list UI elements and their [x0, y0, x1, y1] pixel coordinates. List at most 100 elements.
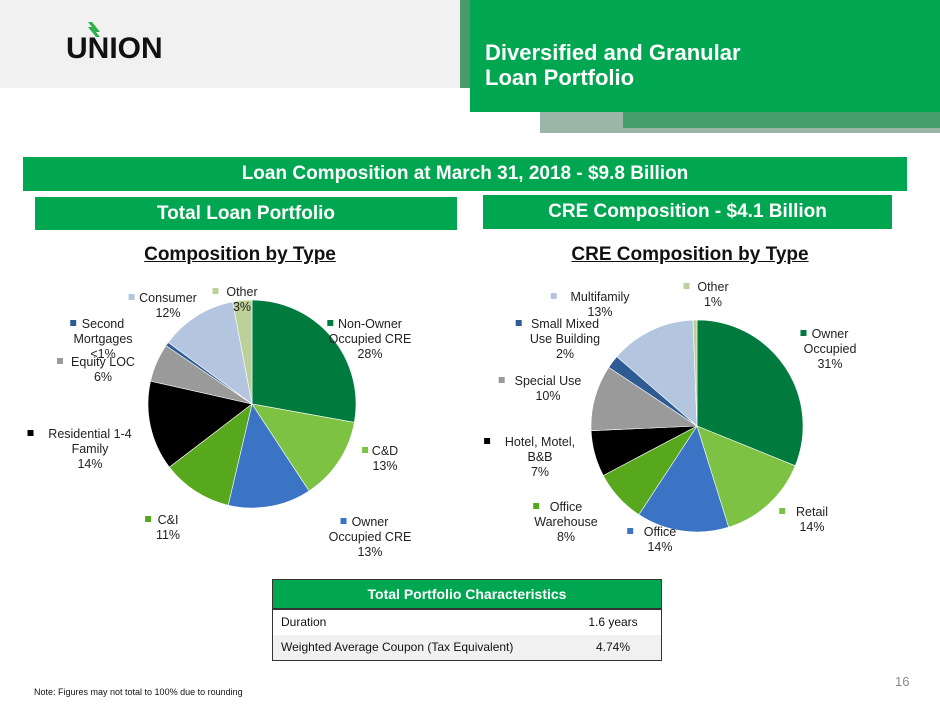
chart-title-right: CRE Composition by Type: [571, 244, 809, 265]
slice-percent-label: 14%: [77, 457, 102, 471]
slice-label: Family: [72, 442, 110, 456]
slice-label: Non-Owner: [338, 317, 402, 331]
slice-label: Hotel, Motel,: [505, 435, 575, 449]
slice-label: Occupied CRE: [329, 332, 412, 346]
loan-composition-banner: Loan Composition at March 31, 2018 - $9.…: [23, 157, 907, 191]
table-header: Total Portfolio Characteristics: [273, 580, 661, 610]
page-title: Diversified and Granular Loan Portfolio: [485, 40, 741, 90]
legend-marker: [550, 293, 557, 299]
slice-percent-label: 6%: [94, 370, 112, 384]
slice-percent-label: 10%: [535, 389, 560, 403]
slice-percent-label: 13%: [587, 305, 612, 319]
legend-marker: [27, 430, 34, 436]
slice-percent-label: 28%: [357, 347, 382, 361]
slice-label: Small Mixed: [531, 317, 599, 331]
legend-marker: [498, 377, 505, 383]
title-line-2: Loan Portfolio: [485, 65, 635, 90]
total-loan-portfolio-banner: Total Loan Portfolio: [35, 197, 457, 230]
slice-label: Office: [644, 525, 676, 539]
decor-bar: [623, 108, 940, 128]
pie-slice: [227, 403, 310, 509]
logo-text: UNION: [66, 32, 163, 65]
table-row: Weighted Average Coupon (Tax Equivalent)…: [273, 635, 661, 660]
slice-percent-label: 7%: [531, 465, 549, 479]
slice-label: Second: [82, 317, 124, 331]
slice-percent-label: 31%: [817, 357, 842, 371]
chart-title-left: Composition by Type: [144, 244, 336, 265]
slice-label: Owner: [812, 327, 849, 341]
slice-label: B&B: [527, 450, 552, 464]
portfolio-characteristics-table: Total Portfolio Characteristics Duration…: [272, 579, 662, 661]
legend-marker: [128, 294, 135, 300]
slice-percent-label: 3%: [233, 300, 251, 314]
slice-percent-label: 13%: [372, 459, 397, 473]
pie-slice: [232, 299, 253, 405]
legend-marker: [484, 438, 491, 444]
row-label: Duration: [281, 615, 327, 629]
pie-slice: [251, 299, 357, 423]
pie-slice: [696, 425, 796, 528]
footnote: Note: Figures may not total to 100% due …: [34, 687, 243, 697]
row-value: 1.6 years: [588, 615, 638, 629]
slice-label: Occupied CRE: [329, 530, 412, 544]
row-label: Weighted Average Coupon (Tax Equivalent): [281, 640, 514, 654]
slice-label: Equity LOC: [71, 355, 135, 369]
cre-composition-banner: CRE Composition - $4.1 Billion: [483, 195, 892, 229]
row-value: 4.74%: [595, 640, 631, 654]
legend-marker: [779, 508, 786, 514]
legend-marker: [515, 320, 522, 326]
table-row: Duration 1.6 years: [273, 610, 661, 635]
slice-percent-label: <1%: [90, 347, 115, 361]
slice-percent-label: 11%: [156, 528, 180, 542]
legend-marker: [362, 447, 369, 453]
slice-label: Retail: [796, 505, 828, 519]
pie-slice: [251, 403, 355, 492]
pie-slice: [147, 380, 253, 468]
decor-bar: [460, 0, 472, 88]
legend-marker: [145, 516, 152, 522]
union-logo: UNION: [66, 22, 176, 68]
slice-label: Owner: [352, 515, 389, 529]
slice-percent-label: 8%: [557, 530, 575, 544]
pie-slice: [696, 319, 804, 467]
legend-marker: [627, 528, 634, 534]
slice-percent-label: 14%: [799, 520, 824, 534]
slice-label: Multifamily: [570, 290, 630, 304]
slice-percent-label: 13%: [357, 545, 382, 559]
pie-slice: [638, 425, 729, 533]
slice-label: Use Building: [530, 332, 600, 346]
legend-marker: [340, 518, 347, 524]
slice-label: Mortgages: [73, 332, 132, 346]
header-background: [0, 0, 470, 88]
slice-label: Other: [697, 280, 728, 294]
page-number: 16: [895, 674, 910, 689]
pie-slice: [692, 319, 698, 427]
slice-percent-label: 1%: [704, 295, 722, 309]
legend-marker: [327, 320, 334, 326]
slice-label: C&I: [158, 513, 179, 527]
logo-leaf-icon: [88, 22, 100, 37]
legend-marker: [683, 283, 690, 289]
legend-marker: [533, 503, 540, 509]
legend-marker: [212, 288, 219, 294]
pie-slice: [167, 301, 253, 405]
pie-slice: [616, 319, 698, 427]
slice-percent-label: 14%: [647, 540, 672, 554]
slice-percent-label: 2%: [556, 347, 574, 361]
pie-slice: [168, 403, 253, 506]
title-line-1: Diversified and Granular: [485, 40, 741, 65]
slice-label: Residential 1-4: [48, 427, 131, 441]
legend-marker: [800, 330, 807, 336]
legend-marker: [57, 358, 63, 364]
slice-label: Warehouse: [534, 515, 598, 529]
title-box: [470, 0, 940, 112]
legend-marker: [70, 320, 77, 326]
slice-label: Consumer: [139, 291, 197, 305]
slice-label: Other: [226, 285, 257, 299]
slice-label: Occupied: [804, 342, 857, 356]
slice-label: Office: [550, 500, 582, 514]
slice-label: C&D: [372, 444, 398, 458]
slice-percent-label: 12%: [155, 306, 180, 320]
slice-label: Special Use: [515, 374, 582, 388]
